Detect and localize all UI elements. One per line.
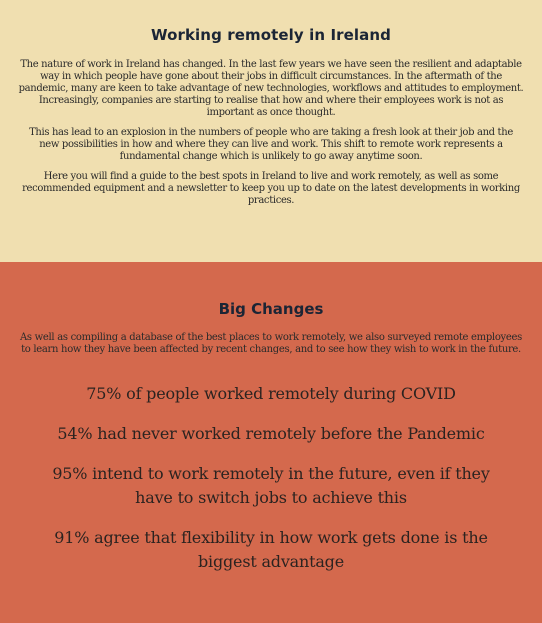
stats-list: 75% of people worked remotely during COV…: [18, 382, 524, 574]
intro-section: Working remotely in Ireland The nature o…: [0, 0, 542, 262]
stat-item: 54% had never worked remotely before the…: [57, 424, 485, 443]
stat-item: 75% of people worked remotely during COV…: [86, 384, 456, 403]
stat-item: 95% intend to work remotely in the futur…: [52, 464, 490, 507]
big-changes-lead: As well as compiling a database of the b…: [20, 332, 522, 355]
big-changes-title: Big Changes: [218, 300, 324, 318]
intro-paragraph-2: This has lead to an explosion in the num…: [29, 127, 513, 162]
big-changes-section: Big Changes As well as compiling a datab…: [0, 262, 542, 623]
intro-paragraph-3: Here you will find a guide to the best s…: [22, 171, 520, 206]
intro-paragraph-1: The nature of work in Ireland has change…: [18, 59, 524, 118]
intro-title: Working remotely in Ireland: [150, 26, 392, 44]
stat-item: 91% agree that flexibility in how work g…: [54, 528, 488, 571]
